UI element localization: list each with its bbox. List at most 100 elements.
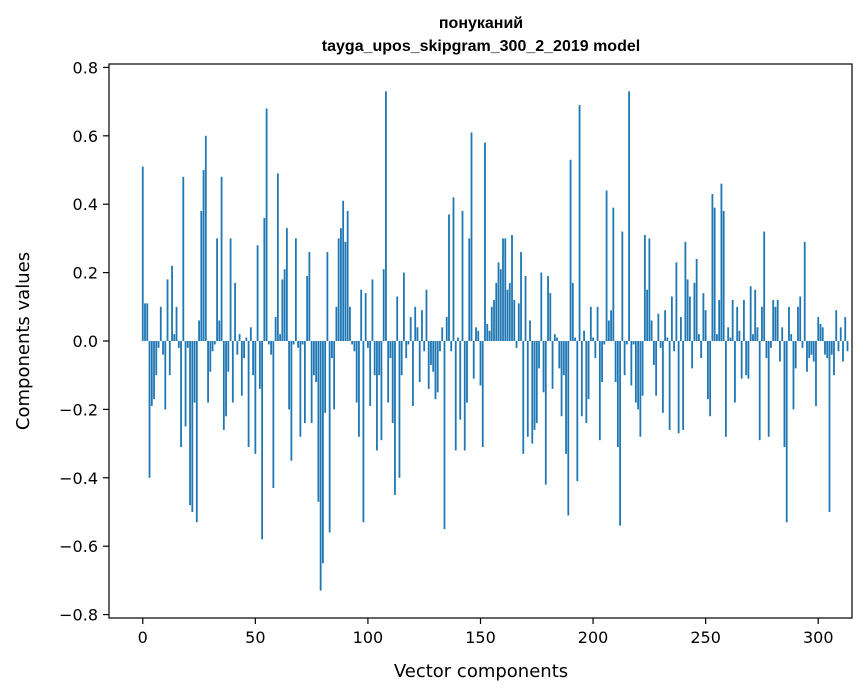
bar-101 bbox=[369, 341, 372, 406]
bar-190 bbox=[569, 159, 572, 341]
bar-69 bbox=[297, 341, 300, 348]
bar-172 bbox=[529, 320, 531, 341]
bar-289 bbox=[792, 341, 795, 410]
bar-149 bbox=[477, 330, 480, 341]
bar-52 bbox=[258, 341, 261, 389]
bar-138 bbox=[452, 197, 455, 341]
bar-206 bbox=[605, 190, 608, 341]
bar-44 bbox=[240, 341, 243, 396]
bar-29 bbox=[207, 341, 209, 403]
bar-257 bbox=[720, 183, 723, 341]
bar-286 bbox=[785, 341, 788, 523]
bar-302 bbox=[821, 327, 824, 341]
bar-203 bbox=[598, 341, 601, 441]
bar-178 bbox=[542, 341, 545, 393]
bar-51 bbox=[256, 245, 259, 341]
bar-0 bbox=[141, 166, 144, 341]
bar-268 bbox=[745, 341, 748, 376]
bar-222 bbox=[641, 341, 644, 396]
bar-235 bbox=[670, 296, 673, 341]
bar-139 bbox=[454, 341, 457, 451]
bar-132 bbox=[439, 341, 441, 352]
bar-186 bbox=[560, 341, 563, 417]
bar-164 bbox=[511, 234, 513, 341]
bar-187 bbox=[562, 341, 565, 376]
bar-100 bbox=[367, 341, 369, 348]
bar-33 bbox=[216, 238, 218, 341]
x-axis-label: Vector components bbox=[394, 661, 568, 682]
bar-227 bbox=[652, 341, 655, 365]
bar-1 bbox=[144, 303, 146, 341]
bar-171 bbox=[526, 341, 529, 437]
x-tick-label-1: 50 bbox=[245, 628, 265, 647]
bar-311 bbox=[842, 341, 844, 362]
bar-284 bbox=[781, 327, 784, 341]
bar-236 bbox=[673, 341, 676, 352]
bar-251 bbox=[707, 341, 709, 400]
bar-218 bbox=[632, 341, 635, 345]
bar-82 bbox=[326, 252, 329, 341]
bar-255 bbox=[716, 334, 718, 341]
bar-43 bbox=[238, 334, 241, 341]
bar-243 bbox=[688, 296, 691, 341]
bar-213 bbox=[621, 231, 624, 341]
bar-191 bbox=[571, 282, 574, 341]
y-tick-label-6: 0.4 bbox=[73, 195, 98, 214]
bar-152 bbox=[484, 142, 486, 341]
bar-94 bbox=[353, 341, 356, 352]
bar-16 bbox=[177, 341, 180, 348]
bar-24 bbox=[195, 341, 198, 523]
bar-59 bbox=[274, 317, 277, 341]
x-tick-label-5: 250 bbox=[690, 628, 721, 647]
bar-140 bbox=[457, 337, 459, 341]
bar-182 bbox=[551, 341, 554, 389]
bar-282 bbox=[776, 299, 779, 341]
bar-105 bbox=[378, 341, 381, 376]
bar-264 bbox=[736, 306, 739, 341]
bar-75 bbox=[310, 341, 313, 424]
bar-279 bbox=[770, 341, 772, 348]
bar-285 bbox=[783, 341, 786, 448]
x-axis-ticks: 0 50 100 150 200 250 300 bbox=[138, 618, 834, 647]
bar-250 bbox=[704, 310, 707, 341]
bar-249 bbox=[702, 293, 705, 341]
bar-169 bbox=[522, 341, 525, 454]
bar-146 bbox=[470, 132, 473, 341]
bar-168 bbox=[520, 252, 522, 341]
bar-228 bbox=[655, 341, 658, 396]
y-tick-label-3: −0.2 bbox=[59, 400, 98, 419]
bar-150 bbox=[479, 341, 482, 386]
bar-280 bbox=[772, 299, 775, 341]
bar-288 bbox=[790, 334, 793, 341]
bar-108 bbox=[385, 91, 387, 341]
bar-133 bbox=[441, 327, 444, 341]
bar-144 bbox=[466, 341, 468, 403]
bar-147 bbox=[472, 341, 475, 379]
bar-129 bbox=[432, 341, 435, 372]
bar-42 bbox=[236, 341, 239, 355]
bar-252 bbox=[709, 341, 712, 417]
bar-143 bbox=[463, 341, 466, 451]
bar-193 bbox=[576, 341, 579, 482]
bar-261 bbox=[729, 337, 732, 341]
bar-170 bbox=[524, 276, 527, 341]
bar-181 bbox=[549, 293, 552, 341]
bar-260 bbox=[727, 327, 730, 341]
bar-37 bbox=[225, 341, 227, 417]
y-tick-label-5: 0.2 bbox=[73, 264, 98, 283]
bar-88 bbox=[340, 228, 342, 341]
bar-287 bbox=[788, 306, 790, 341]
bar-116 bbox=[403, 272, 405, 341]
bar-36 bbox=[222, 341, 225, 430]
bar-163 bbox=[508, 282, 511, 341]
bar-256 bbox=[718, 299, 721, 341]
bar-220 bbox=[637, 341, 640, 410]
bar-137 bbox=[450, 341, 453, 352]
bar-34 bbox=[218, 320, 221, 341]
bar-237 bbox=[675, 262, 678, 341]
bar-79 bbox=[319, 341, 322, 591]
bar-47 bbox=[247, 341, 250, 448]
bar-8 bbox=[159, 306, 162, 341]
bar-198 bbox=[587, 341, 590, 400]
bar-175 bbox=[535, 341, 538, 424]
